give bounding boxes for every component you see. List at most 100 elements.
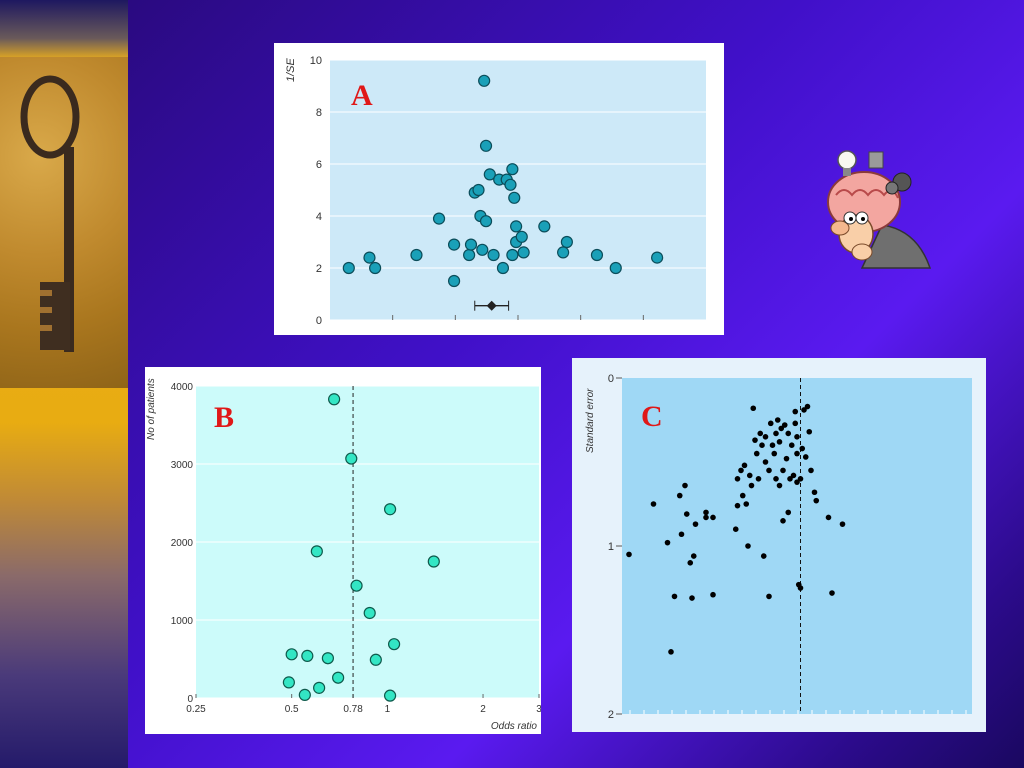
data-point (517, 246, 530, 259)
data-point (734, 476, 741, 482)
y-tick-label: 8 (316, 107, 322, 119)
data-point (479, 215, 493, 228)
data-point (345, 452, 358, 465)
data-point (626, 551, 632, 558)
data-point (739, 492, 746, 499)
data-point (690, 553, 697, 559)
plot-area (622, 378, 972, 714)
data-point (794, 479, 800, 485)
y-tick-label: 4 (316, 211, 322, 223)
data-point (369, 261, 382, 275)
data-point (788, 442, 795, 448)
data-point (310, 545, 323, 558)
data-point (671, 593, 678, 600)
chart-a-svg: 0 2 4 6 8 10 1/SE (285, 55, 706, 327)
data-point (676, 492, 683, 499)
chart-b-letter: B (214, 401, 235, 434)
data-point (781, 422, 788, 428)
data-point (383, 503, 397, 516)
data-point (738, 467, 744, 474)
data-point (432, 212, 446, 225)
funnel-plot-c: 0 1 2 Standard error C (572, 358, 986, 732)
data-point (710, 591, 716, 598)
data-point (792, 408, 799, 415)
data-point (801, 407, 807, 413)
data-point (760, 553, 767, 559)
y-tick-label: 1 (608, 541, 614, 553)
data-point (496, 261, 510, 275)
y-tick-label: 10 (310, 55, 322, 67)
data-point (829, 590, 835, 596)
data-point (504, 178, 517, 191)
data-point (476, 243, 489, 256)
data-point (332, 671, 345, 684)
data-point (785, 430, 792, 437)
data-point (703, 514, 709, 521)
data-point (785, 509, 792, 516)
y-tick-label: 1000 (171, 616, 194, 627)
y-tick-label: 0 (187, 694, 193, 705)
data-point (478, 74, 491, 87)
data-point (799, 445, 806, 452)
data-point (483, 168, 496, 181)
data-point (802, 454, 809, 460)
data-point (766, 593, 772, 600)
x-tick-label: 0.25 (186, 704, 206, 715)
chart-c-svg: 0 1 2 Standard error (585, 373, 972, 721)
data-point (748, 482, 755, 489)
data-point (285, 648, 298, 661)
data-point (767, 420, 774, 427)
data-point (780, 467, 786, 474)
data-point (808, 467, 814, 474)
data-point (753, 450, 760, 457)
data-point (778, 425, 785, 432)
data-point (774, 417, 781, 423)
y-axis-label: 1/SE (285, 57, 297, 82)
data-point (750, 405, 757, 412)
y-tick-label: 3000 (171, 460, 194, 471)
data-point (427, 555, 440, 568)
y-axis-label: No of patients (146, 378, 157, 440)
data-point (664, 539, 671, 546)
x-tick-label: 3 (536, 704, 541, 715)
data-point (350, 579, 363, 592)
x-axis-label: Odds ratio (491, 721, 538, 732)
data-point (811, 489, 818, 496)
y-tick-label: 6 (316, 159, 322, 171)
data-point (762, 434, 769, 440)
y-tick-label: 2000 (171, 538, 194, 549)
data-point (651, 251, 664, 264)
y-tick-label: 4000 (171, 382, 194, 393)
data-point (732, 526, 739, 532)
data-point (282, 676, 295, 689)
chart-b-svg: 0 1000 2000 3000 4000 0.25 0.5 0.78 1 2 3 Odds rati… (146, 378, 541, 732)
funnel-plot-b: 0 1000 2000 3000 4000 0.25 0.5 0.78 1 2 3 Odds rati… (145, 367, 541, 734)
data-point (538, 220, 551, 233)
data-point (771, 450, 778, 457)
data-point (321, 652, 334, 665)
data-point (590, 248, 604, 262)
data-point (464, 238, 478, 251)
data-point (792, 420, 799, 427)
data-point (410, 248, 423, 262)
data-point (741, 462, 748, 469)
data-point (734, 502, 741, 509)
data-point (783, 455, 790, 462)
data-point (363, 251, 376, 264)
data-point (813, 497, 820, 504)
data-point (790, 472, 797, 479)
data-point (301, 649, 314, 662)
data-point (794, 450, 800, 457)
data-point (743, 501, 750, 507)
data-point (776, 482, 783, 489)
data-point (515, 230, 528, 243)
data-point (479, 139, 493, 152)
y-axis-label: Standard error (585, 388, 596, 453)
data-point (780, 518, 786, 524)
data-point (447, 238, 461, 251)
data-point (804, 403, 811, 410)
data-point (609, 261, 622, 275)
data-point (797, 476, 804, 482)
data-point (787, 476, 793, 482)
data-point (762, 459, 769, 465)
